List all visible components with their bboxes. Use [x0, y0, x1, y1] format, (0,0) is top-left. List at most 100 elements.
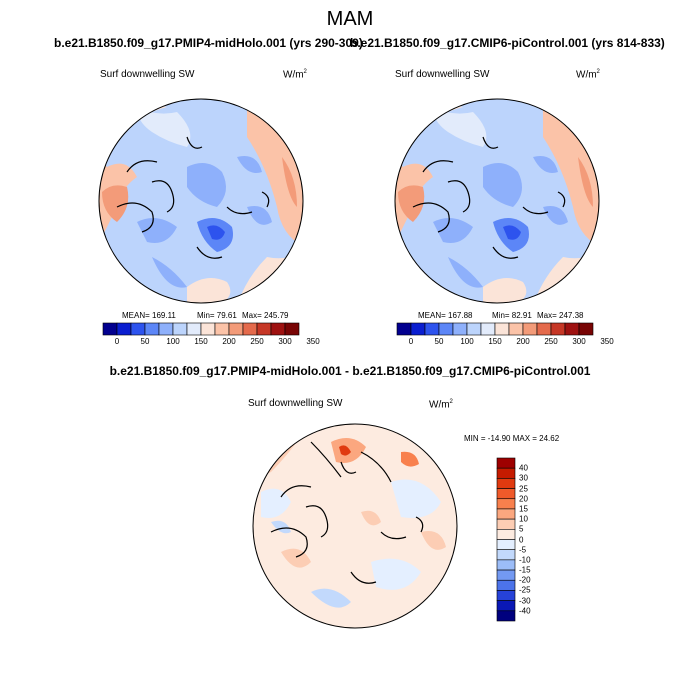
panel1-colorbar-box: [144, 322, 160, 336]
panel2-colorbar-tick-label: 0: [408, 337, 414, 346]
panel2-colorbar-box: [466, 322, 482, 336]
panel1-colorbar-ticks: 0 50 100 150 200 250 300 350: [103, 337, 320, 347]
panel2-polar-map: [394, 98, 600, 304]
panel1-mean: MEAN= 169.11: [122, 311, 176, 320]
panel2-colorbar-tick-label: 100: [460, 337, 474, 346]
panel1-colorbar-box: [116, 322, 132, 336]
panel2-case-title: b.e21.B1850.f09_g17.CMIP6-piControl.001 …: [350, 36, 665, 50]
panel1-colorbar-box: [242, 322, 258, 336]
panel1-colorbar-box: [102, 322, 118, 336]
panel1-colorbar-tick-label: 100: [166, 337, 180, 346]
panel2-colorbar-box: [564, 322, 580, 336]
panel1-case-title: b.e21.B1850.f09_g17.PMIP4-midHolo.001 (y…: [54, 36, 363, 50]
difference-title: b.e21.B1850.f09_g17.PMIP4-midHolo.001 - …: [109, 364, 591, 378]
panel1-colorbar-box: [172, 322, 188, 336]
difference-variable-label: Surf downwelling SW: [248, 398, 343, 409]
panel2-colorbar-tick-label: 300: [572, 337, 586, 346]
difference-polar-map: [252, 423, 458, 629]
panel2-colorbar-box: [452, 322, 468, 336]
difference-colorbar-box: [496, 549, 516, 561]
panel2-colorbar-tick-label: 150: [488, 337, 502, 346]
difference-colorbar-box: [496, 529, 516, 540]
panel1-colorbar-box: [200, 322, 216, 336]
difference-colorbar-box: [496, 498, 516, 510]
panel2-colorbar-box: [396, 322, 412, 336]
difference-colorbar-tick-label: 0: [519, 535, 524, 544]
panel2-colorbar-box: [438, 322, 454, 336]
difference-colorbar-box: [496, 518, 516, 530]
difference-colorbar-tick-label: -25: [519, 585, 531, 595]
panel2-colorbar-tick-label: 250: [544, 337, 558, 346]
panel2-colorbar-box: [494, 322, 510, 336]
panel1-max: Max= 245.79: [242, 311, 289, 320]
difference-colorbar-box: [496, 600, 516, 612]
panel2-colorbar-tick-label: 350: [600, 337, 614, 346]
difference-colorbar-tick-label: 25: [519, 484, 528, 494]
difference-colorbar-box: [496, 590, 516, 601]
difference-units-label: W/m2: [429, 399, 453, 411]
panel2-variable-label: Surf downwelling SW: [395, 69, 490, 80]
difference-colorbar-box: [496, 559, 516, 571]
panel1-colorbar-box: [158, 322, 174, 336]
panel1-colorbar-box: [214, 322, 230, 336]
panel2-colorbar-box: [522, 322, 538, 336]
panel1-colorbar-box: [256, 322, 272, 336]
panel1-colorbar-tick-label: 50: [140, 337, 150, 346]
panel2-colorbar-box: [480, 322, 496, 336]
difference-colorbar-box: [496, 610, 516, 622]
difference-colorbar-box: [496, 467, 516, 479]
panel2-colorbar-box: [550, 322, 566, 336]
difference-colorbar-box: [496, 579, 516, 591]
figure-title: MAM: [326, 8, 374, 30]
difference-minmax: MIN = -14.90 MAX = 24.62: [464, 434, 560, 443]
difference-colorbar-tick-label: 20: [519, 494, 528, 504]
panel2-colorbar-box: [578, 322, 594, 336]
difference-colorbar-tick-label: -20: [519, 575, 531, 585]
difference-colorbar-box: [496, 488, 516, 500]
panel1-colorbar-tick-label: 200: [222, 337, 236, 346]
difference-colorbar-ticks: 40 30 25 20 15 10 5 0 -5 -10 -15 -20 -25 -30 -40: [519, 458, 549, 621]
panel2-min: Min= 82.91: [492, 311, 532, 320]
panel2-max: Max= 247.38: [537, 311, 584, 320]
difference-colorbar-tick-label: -15: [519, 565, 531, 575]
difference-colorbar-tick-label: -5: [519, 545, 527, 555]
difference-colorbar-tick-label: 15: [519, 504, 528, 514]
difference-colorbar-tick-label: -10: [519, 555, 531, 565]
panel2-colorbar-tick-label: 200: [516, 337, 530, 346]
difference-colorbar-tick-label: 10: [519, 514, 528, 524]
panel1-polar-map: [98, 98, 304, 304]
difference-colorbar: [496, 457, 516, 622]
difference-colorbar-box: [496, 457, 516, 469]
panel2-units-label: W/m2: [576, 69, 600, 81]
panel1-colorbar: [102, 322, 300, 336]
difference-colorbar-tick-label: -30: [519, 596, 531, 606]
panel2-colorbar: [396, 322, 594, 336]
panel1-colorbar-tick-label: 0: [114, 337, 120, 346]
difference-colorbar-tick-label: 40: [519, 463, 528, 473]
panel2-colorbar-box: [508, 322, 524, 336]
panel1-colorbar-box: [228, 322, 244, 336]
panel1-units-label: W/m2: [283, 69, 307, 81]
panel2-mean: MEAN= 167.88: [418, 311, 473, 320]
difference-colorbar-box: [496, 508, 516, 520]
panel1-colorbar-tick-label: 350: [306, 337, 320, 346]
panel1-colorbar-box: [284, 322, 300, 336]
difference-colorbar-tick-label: 30: [519, 473, 528, 483]
difference-colorbar-box: [496, 478, 516, 489]
panel2-colorbar-ticks: 0 50 100 150 200 250 300 350: [397, 337, 614, 347]
difference-colorbar-box: [496, 539, 516, 550]
panel1-variable-label: Surf downwelling SW: [100, 69, 195, 80]
panel1-colorbar-box: [270, 322, 286, 336]
panel2-colorbar-box: [536, 322, 552, 336]
panel1-colorbar-tick-label: 300: [278, 337, 292, 346]
difference-colorbar-box: [496, 569, 516, 581]
panel1-colorbar-tick-label: 250: [250, 337, 264, 346]
panel1-colorbar-tick-label: 150: [194, 337, 208, 346]
panel1-min: Min= 79.61: [197, 311, 237, 320]
panel2-colorbar-tick-label: 50: [434, 337, 444, 346]
panel1-colorbar-box: [130, 322, 146, 336]
difference-colorbar-tick-label: 5: [519, 524, 524, 534]
panel2-colorbar-box: [410, 322, 426, 336]
panel1-colorbar-box: [186, 322, 202, 336]
panel2-colorbar-box: [424, 322, 440, 336]
